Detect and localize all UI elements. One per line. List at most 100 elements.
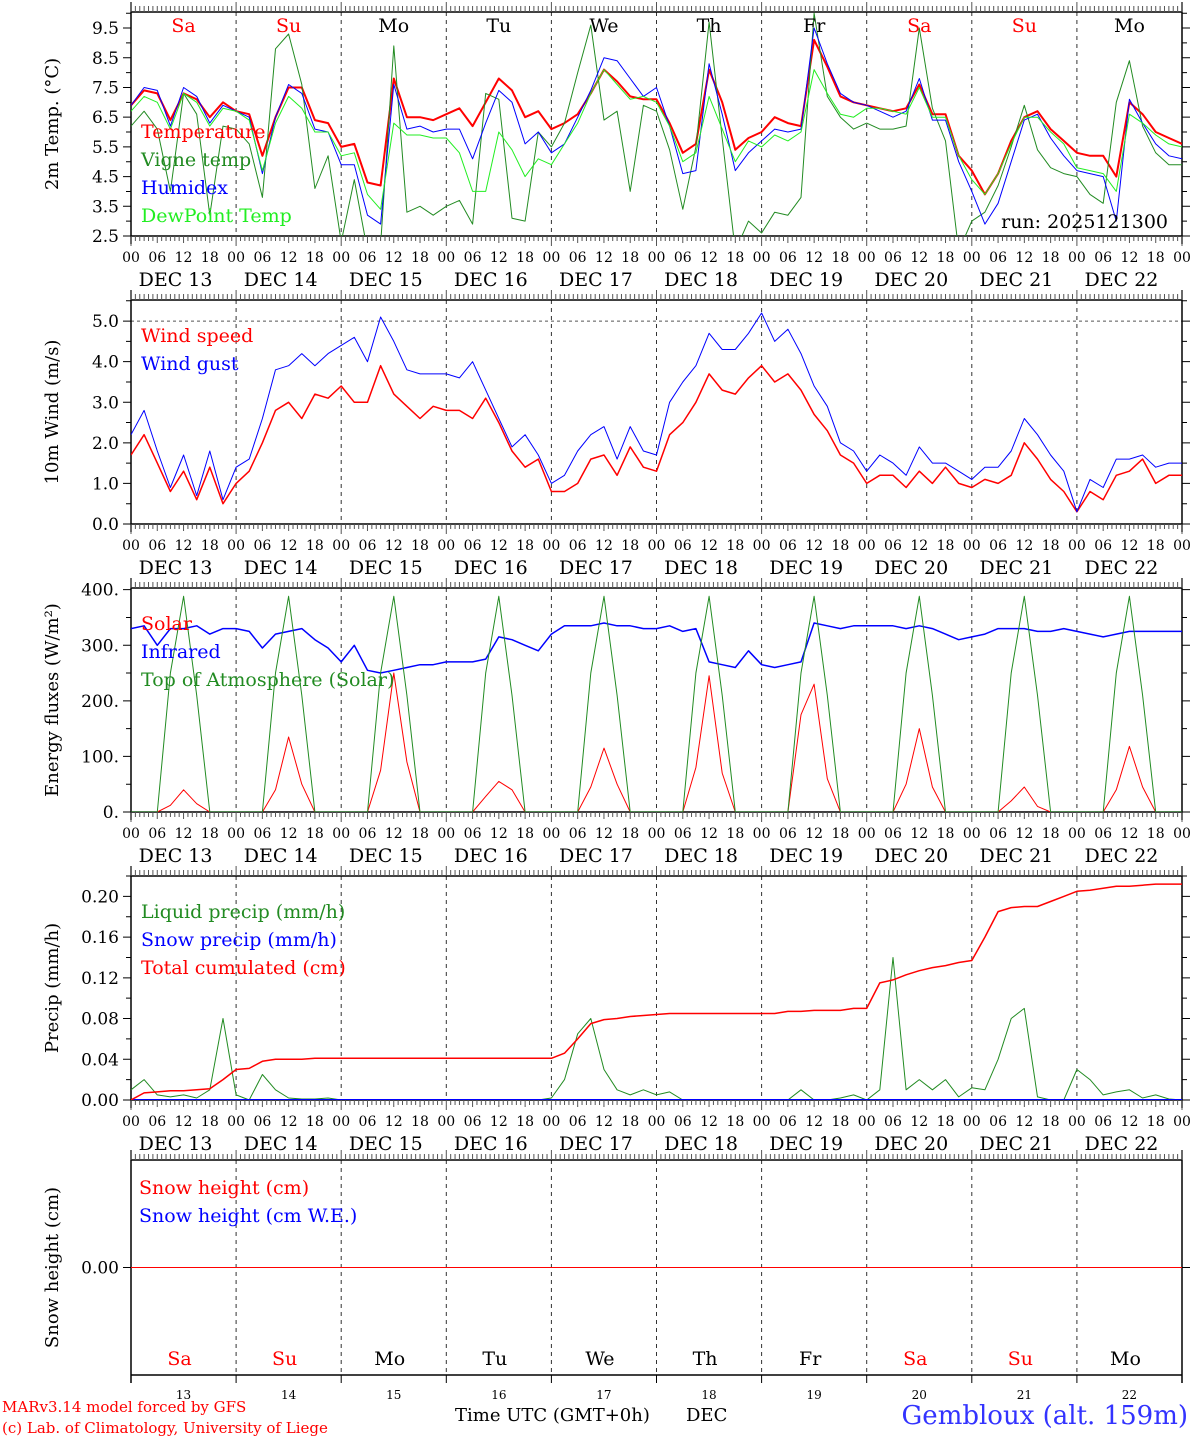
x-hour-label: 06 — [569, 826, 587, 842]
x-day-number: 15 — [386, 1388, 401, 1402]
x-hour-label: 12 — [1015, 250, 1033, 266]
x-hour-label: 06 — [1094, 826, 1112, 842]
x-hour-label: 12 — [805, 538, 823, 554]
day-name-label: Sa — [171, 15, 195, 37]
day-name-label: Sa — [903, 1348, 927, 1370]
y-axis-label: Snow height (cm) — [42, 1187, 63, 1348]
x-hour-label: 12 — [280, 1114, 298, 1130]
x-hour-label: 00 — [963, 1114, 981, 1130]
panel-2 — [123, 290, 1190, 534]
x-hour-label: 18 — [411, 826, 429, 842]
x-hour-label: 18 — [832, 826, 850, 842]
y-tick-label: 400. — [81, 581, 119, 601]
x-hour-label: 00 — [122, 826, 140, 842]
series-temperature — [131, 38, 1182, 196]
x-hour-label: 00 — [542, 538, 560, 554]
series-wind-gust — [131, 312, 1182, 513]
series-group — [131, 312, 1182, 513]
day-name-label: Mo — [1114, 15, 1145, 37]
x-hour-label: 06 — [989, 538, 1007, 554]
x-hour-label: 06 — [779, 826, 797, 842]
x-hour-label: 00 — [437, 538, 455, 554]
x-hour-label: 18 — [621, 826, 639, 842]
x-hour-label: 12 — [1121, 826, 1139, 842]
day-name-label: Mo — [378, 15, 409, 37]
x-hour-label: 00 — [227, 538, 245, 554]
x-hour-label: 06 — [674, 826, 692, 842]
x-date-label: DEC 18 — [664, 269, 738, 291]
y-tick-label: 0.08 — [81, 1010, 119, 1030]
x-date-label: DEC 15 — [349, 845, 423, 867]
x-hour-label: 00 — [227, 1114, 245, 1130]
y-tick-label: 1.0 — [92, 474, 119, 494]
panel-3 — [123, 578, 1190, 822]
x-hour-label: 12 — [280, 826, 298, 842]
x-date-label: DEC 14 — [244, 845, 318, 867]
x-hour-label: 18 — [201, 538, 219, 554]
x-date-label: DEC 19 — [769, 557, 843, 579]
x-date-label: DEC 21 — [979, 845, 1053, 867]
x-date-label: DEC 17 — [559, 1133, 633, 1155]
x-hour-label: 00 — [122, 538, 140, 554]
x-hour-label: 18 — [516, 538, 534, 554]
x-hour-label: 06 — [148, 538, 166, 554]
x-hour-label: 00 — [858, 250, 876, 266]
x-hour-label: 18 — [1147, 1114, 1165, 1130]
x-hour-label: 00 — [963, 538, 981, 554]
x-hour-label: 12 — [490, 538, 508, 554]
x-hour-label: 18 — [621, 250, 639, 266]
x-hour-label: 06 — [148, 826, 166, 842]
x-date-label: DEC 20 — [874, 845, 948, 867]
x-date-label: DEC 14 — [244, 557, 318, 579]
run-label: run: 2025121300 — [1001, 211, 1168, 233]
x-hour-label: 00 — [753, 1114, 771, 1130]
x-hour-label: 00 — [122, 1114, 140, 1130]
y-tick-label: 4.5 — [92, 168, 119, 188]
x-date-label: DEC 14 — [244, 269, 318, 291]
x-hour-label: 06 — [989, 1114, 1007, 1130]
x-hour-label: 06 — [253, 538, 271, 554]
series-vigne-temp — [131, 12, 1182, 236]
x-hour-label: 12 — [910, 250, 928, 266]
y-tick-label: 0.00 — [81, 1259, 119, 1279]
x-hour-label: 12 — [910, 538, 928, 554]
x-hour-label: 12 — [385, 1114, 403, 1130]
x-hour-label: 12 — [490, 1114, 508, 1130]
series-solar — [131, 672, 1182, 812]
x-hour-label: 12 — [700, 250, 718, 266]
series-group — [131, 12, 1182, 236]
panel-1 — [123, 2, 1190, 246]
x-date-label: DEC 22 — [1085, 845, 1159, 867]
day-name-label: Tu — [482, 1348, 507, 1370]
x-hour-label: 18 — [621, 1114, 639, 1130]
x-hour-label: 06 — [1094, 538, 1112, 554]
x-hour-label: 00 — [542, 826, 560, 842]
x-hour-label: 18 — [1147, 826, 1165, 842]
y-tick-label: 6.5 — [92, 108, 119, 128]
x-hour-label: 12 — [175, 1114, 193, 1130]
station-name: Gembloux (alt. 159m) — [901, 1401, 1188, 1431]
x-date-label: DEC 17 — [559, 845, 633, 867]
y-tick-label: 2.0 — [92, 434, 119, 454]
x-date-label: DEC 19 — [769, 1133, 843, 1155]
series-group — [131, 595, 1182, 812]
x-hour-label: 12 — [1015, 826, 1033, 842]
legend-entry: Total cumulated (cm) — [141, 957, 346, 979]
y-tick-label: 5.5 — [92, 138, 119, 158]
y-tick-label: 8.5 — [92, 49, 119, 69]
y-tick-label: 9.5 — [92, 19, 119, 39]
x-hour-label: 00 — [648, 250, 666, 266]
x-hour-label: 00 — [1173, 1114, 1191, 1130]
x-date-label: DEC 17 — [559, 269, 633, 291]
x-hour-label: 00 — [858, 1114, 876, 1130]
x-hour-label: 06 — [359, 250, 377, 266]
x-hour-label: 00 — [1068, 250, 1086, 266]
y-tick-label: 2.5 — [92, 227, 119, 247]
x-hour-label: 18 — [937, 826, 955, 842]
x-hour-label: 12 — [490, 826, 508, 842]
day-name-label: Fr — [799, 1348, 822, 1370]
x-hour-label: 06 — [253, 826, 271, 842]
x-hour-label: 12 — [175, 826, 193, 842]
x-hour-label: 18 — [1147, 250, 1165, 266]
